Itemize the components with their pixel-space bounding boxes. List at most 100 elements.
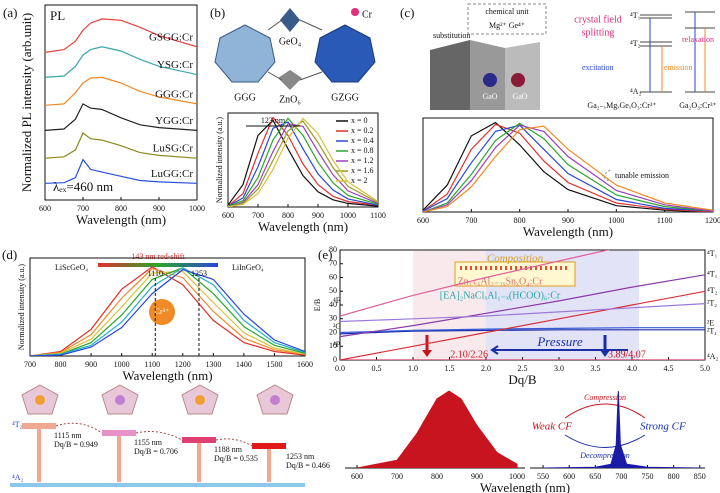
energy-diagram-d: LiScGeO₄ LiInGeO₄ 143 nm red-shift Cr³⁺ … [10,252,330,487]
label: ⁴F [333,296,341,305]
line [340,290,705,360]
line [228,117,378,207]
line [340,327,705,334]
legend-label: x = 1.2 [351,156,374,165]
x-tick-label: 800 [115,204,127,213]
x-tick-label: 5.0 [700,364,710,373]
y-tick-label: 50 [329,286,337,295]
chart-title: PL [50,8,65,23]
label: Strong CF [640,421,686,433]
annotation: 123 nm [261,116,286,125]
x-tick-label: 1000 [509,472,525,481]
legend-label: x = 0 [351,116,368,125]
panel-label: (e) [318,247,332,262]
legend-label: x = 0.2 [351,126,374,135]
y-axis-label: Normalized PL intensity (arb.unit) [19,13,34,192]
label: Zn₁₊ₓAl₂₋₂ₓSnₓO₄:Cr [458,276,544,287]
peak-label: 1253 [191,269,207,278]
energy-diagram-c: chemical unit Mg²⁺ Ge⁴⁺ substitution GaO… [430,3,717,183]
label: relaxation [682,35,714,44]
x-tick-label: 1100 [144,360,160,369]
x-tick-label: 800 [282,211,294,220]
x-tick-label: 2.0 [481,364,491,373]
line [340,250,611,317]
x-tick-label: 1000 [608,216,624,225]
label: Cr [362,9,373,20]
x-tick-label: 650 [589,472,601,481]
x-tick-label: 900 [471,472,483,481]
x-tick-label: 1.5 [445,364,455,373]
legend-label: x = 2 [351,176,368,185]
line [228,121,378,207]
x-tick-label: 600 [351,472,363,481]
y-tick-label: 60 [329,272,337,281]
x-axis-label: Dq/B [508,372,537,387]
x-tick-label: 1400 [236,360,252,369]
x-tick-label: 800 [514,216,526,225]
label: Cr³⁺ [155,307,170,316]
y-tick-label: 80 [329,245,337,254]
label: Weak CF [532,421,573,433]
line [423,124,713,212]
level-label: 1253 nm [286,452,315,461]
line [228,123,378,207]
legend-label: YSG:Cr [157,59,193,71]
level-label: 1115 nm [54,431,82,440]
legend-label: YGG:Cr [155,115,193,127]
x-tick-label: 900 [85,360,97,369]
x-tick-label: 800 [55,360,67,369]
x-axis-label: Wavelength (nm) [258,219,348,234]
label: Pressure [536,334,582,349]
line [340,303,705,323]
label: Ga₂O₃:Cr³⁺ [679,101,717,110]
y-axis-label: E/B [313,299,322,311]
line [45,158,197,184]
label: ⁴T₂ [12,420,23,429]
y-axis-label: Normalized intensity (a.u.) [17,264,26,351]
line [423,124,713,212]
x-tick-label: 3.0 [554,364,564,373]
x-axis-label: Wavelength (nm) [480,480,570,493]
legend-label: GSGG:Cr [149,31,193,43]
line [30,266,305,356]
label: splitting [582,27,615,38]
x-tick-label: 700 [24,360,36,369]
label: ⁴P [333,340,341,349]
legend-label: x = 1.6 [351,166,374,175]
label: ⁴T₁ [630,11,641,20]
x-tick-label: 700 [465,216,477,225]
label: emission [664,63,692,72]
line [340,329,705,335]
y-axis-label: Normalized intensity (a.u.) [215,117,224,204]
label: tunable emission [615,171,669,180]
x-tick-label: 600 [222,211,234,220]
structure-diagram-b: GGG GeO₄ GZGG ZnO₆ Cr [214,8,376,105]
annotation: λₑₓ=460 nm [53,179,113,194]
legend-label: ⁴T₁ [707,270,718,279]
x-tick-label: 1100 [657,216,673,225]
x-tick-label: 1500 [266,360,282,369]
x-tick-label: 1000 [189,204,205,213]
y-tick-label: 20 [329,327,337,336]
label: GeO₄ [279,36,302,47]
x-tick-label: 4.0 [627,364,637,373]
x-tick-label: 1300 [205,360,221,369]
line [228,119,378,207]
label: ⁴A₂ [630,87,642,96]
level-label: 1155 nm [134,438,163,447]
x-tick-label: 1000 [340,211,356,220]
x-tick-label: 700 [252,211,264,220]
x-tick-label: 600 [39,204,51,213]
x-axis-label: Wavelength (nm) [523,224,613,239]
plot-frame [29,257,306,357]
label: [EA]₂NaClₓAl₁₋ₓ(HCOO)₆:Cr [440,290,561,301]
y-tick-label: 0 [333,355,337,364]
x-tick-label: 800 [431,472,443,481]
level-label: Dq/B = 0.466 [286,461,330,470]
level-label: Dq/B = 0.535 [214,454,258,463]
label: GZGG [331,92,359,103]
label: excitation [582,63,614,72]
legend-label: ⁴A₂ [707,352,719,361]
level-label: Dq/B = 0.706 [134,447,178,456]
line [45,46,197,78]
